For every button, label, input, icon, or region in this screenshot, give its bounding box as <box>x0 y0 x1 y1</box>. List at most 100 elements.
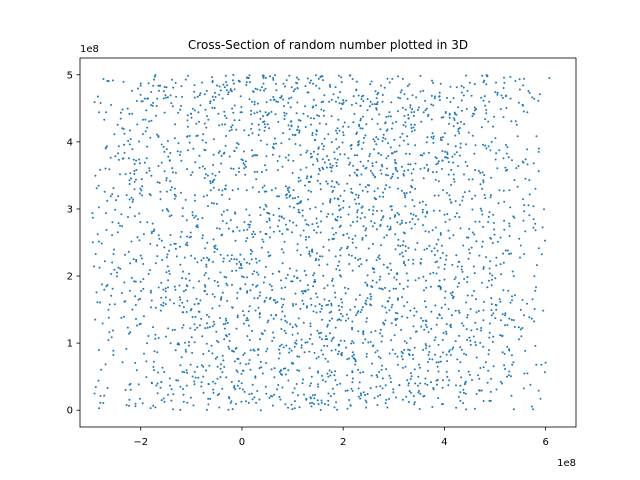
data-point <box>152 84 155 87</box>
data-point <box>308 252 311 255</box>
data-point <box>171 105 174 108</box>
data-point <box>455 151 458 154</box>
data-point <box>291 333 294 336</box>
data-point <box>454 145 457 148</box>
data-point <box>280 287 283 290</box>
data-point <box>268 283 271 286</box>
data-point <box>331 227 334 230</box>
data-point <box>147 273 150 275</box>
data-point <box>517 101 520 104</box>
data-point <box>454 276 457 279</box>
data-point <box>513 216 516 219</box>
data-point <box>482 179 485 182</box>
data-point <box>298 129 301 132</box>
data-point <box>502 116 505 119</box>
data-point <box>540 363 543 366</box>
data-point <box>413 314 416 317</box>
data-point <box>110 273 113 275</box>
data-point <box>231 79 234 82</box>
data-point <box>99 401 102 404</box>
data-point <box>465 236 468 239</box>
data-point <box>528 214 531 217</box>
data-point <box>396 221 399 224</box>
data-point <box>432 209 435 212</box>
data-point <box>280 279 282 282</box>
data-point <box>311 343 314 345</box>
data-point <box>338 260 341 263</box>
data-point <box>213 251 216 253</box>
data-point <box>194 257 196 260</box>
data-point <box>424 109 427 112</box>
data-point <box>262 115 265 118</box>
data-point <box>488 331 491 334</box>
data-point <box>106 199 109 202</box>
data-point <box>221 387 224 390</box>
data-point <box>305 151 308 154</box>
data-point <box>396 212 399 214</box>
data-point <box>336 219 339 222</box>
data-point <box>142 118 144 121</box>
data-point <box>335 100 337 103</box>
data-point <box>487 353 490 356</box>
data-point <box>297 78 300 81</box>
data-point <box>243 167 246 170</box>
data-point <box>300 290 303 293</box>
data-point <box>232 350 235 353</box>
data-point <box>474 220 477 223</box>
data-point <box>441 252 444 254</box>
data-point <box>379 128 382 131</box>
data-point <box>302 292 305 295</box>
data-point <box>245 208 248 211</box>
data-point <box>190 254 193 257</box>
data-point <box>323 403 326 406</box>
data-point <box>290 124 293 127</box>
data-point <box>419 74 422 77</box>
data-point <box>432 104 435 107</box>
data-point <box>119 267 122 270</box>
data-point <box>389 115 392 118</box>
data-point <box>292 90 295 93</box>
y-tick-label: 2 <box>67 272 73 283</box>
data-point <box>221 354 224 357</box>
data-point <box>200 364 203 367</box>
data-point <box>472 265 475 268</box>
data-point <box>362 333 365 336</box>
data-point <box>229 219 232 222</box>
data-point <box>360 173 363 176</box>
data-point <box>431 358 434 361</box>
data-point <box>401 352 404 355</box>
data-point <box>446 213 449 215</box>
data-point <box>490 140 493 143</box>
data-point <box>129 388 132 391</box>
data-point <box>488 399 491 402</box>
data-point <box>491 242 494 244</box>
data-point <box>365 317 368 320</box>
data-point <box>264 164 266 167</box>
data-point <box>352 341 355 344</box>
data-point <box>369 341 372 343</box>
data-point <box>309 402 312 405</box>
data-point <box>156 133 158 136</box>
data-point <box>438 91 441 94</box>
data-point <box>475 311 478 314</box>
data-point <box>112 187 115 190</box>
data-point <box>354 257 357 259</box>
data-point <box>499 300 502 303</box>
data-point <box>179 245 181 248</box>
data-point <box>490 284 493 287</box>
data-point <box>230 167 233 170</box>
data-point <box>207 259 210 262</box>
data-point <box>544 361 547 364</box>
data-point <box>543 208 545 211</box>
data-point <box>114 208 117 211</box>
data-point <box>386 225 389 228</box>
data-point <box>328 369 331 372</box>
data-point <box>379 275 382 278</box>
data-point <box>259 230 262 233</box>
data-point <box>275 89 278 92</box>
data-point <box>302 303 305 305</box>
data-point <box>430 381 432 384</box>
data-point <box>404 108 407 111</box>
data-point <box>275 100 278 103</box>
data-point <box>378 195 381 198</box>
